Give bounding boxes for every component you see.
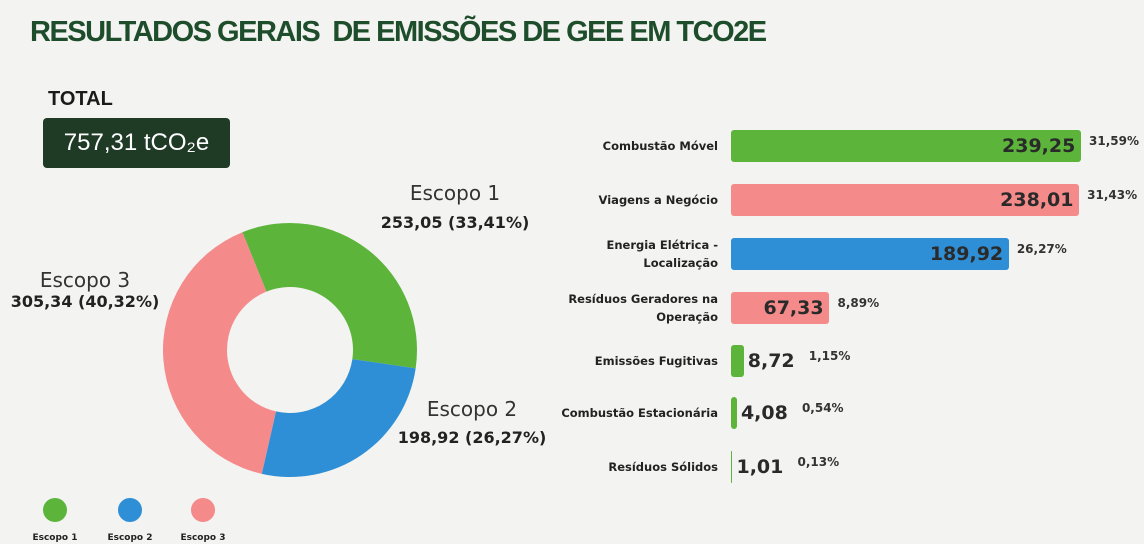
category-label: Combustão Estacionária: [561, 406, 718, 420]
legend-swatch: [191, 498, 215, 522]
category-label: Resíduos Sólidos: [608, 460, 718, 474]
donut-segment: [242, 222, 418, 369]
legend-swatch: [43, 498, 67, 522]
share-label: 26,27%: [1016, 242, 1067, 256]
total-label: TOTAL: [48, 88, 113, 110]
legend-label: Escopo 1: [32, 533, 77, 543]
value-label: 189,92: [929, 243, 1004, 265]
segment-label: 253,05 (33,41%): [381, 213, 530, 232]
bar: [731, 184, 1080, 216]
share-label: 1,15%: [808, 349, 851, 363]
share-label: 0,54%: [801, 401, 844, 415]
segment-label: 198,92 (26,27%): [398, 428, 547, 447]
bar: [731, 292, 830, 324]
share-label: 31,43%: [1087, 188, 1138, 202]
category-label: Resíduos Geradores na Operação: [568, 292, 718, 324]
value-label: 238,01: [1000, 189, 1074, 211]
category-label: Viagens a Negócio: [598, 193, 718, 207]
value-label: 239,25: [1002, 135, 1076, 157]
category-label: Emissões Fugitivas: [594, 354, 718, 368]
legend-label: Escopo 2: [107, 533, 152, 543]
value-label: 67,33: [763, 297, 824, 319]
donut-segment: [162, 232, 276, 474]
bar: [731, 238, 1009, 270]
donut-chart: Escopo 1 253,05 (33,41%) Escopo 2 198,92 (2…: [11, 181, 547, 543]
bar: [731, 130, 1081, 162]
value-label: 4,08: [740, 402, 788, 424]
bar: [731, 451, 733, 483]
bar: [731, 397, 737, 429]
category-label: Energia Elétrica - Localização: [606, 238, 718, 270]
segment-name: Escopo 2: [427, 397, 517, 421]
value-label: 8,72: [747, 350, 795, 372]
total-value: 757,31 tCO₂e: [43, 118, 230, 168]
category-label: Combustão Móvel: [602, 139, 718, 153]
donut-segment: [261, 359, 416, 478]
segment-name: Escopo 1: [410, 181, 500, 205]
value-label: 1,01: [736, 456, 784, 478]
legend-swatch: [118, 498, 142, 522]
bar: [731, 345, 744, 377]
legend-label: Escopo 3: [180, 533, 225, 543]
share-label: 31,59%: [1089, 134, 1139, 148]
segment-name: Escopo 3: [40, 268, 130, 292]
title: RESULTADOS GERAIS DE EMISSÕES DE GEE EM …: [30, 16, 767, 48]
share-label: 0,13%: [797, 455, 840, 469]
segment-label: 305,34 (40,32%): [11, 292, 160, 311]
share-label: 8,89%: [837, 296, 880, 310]
